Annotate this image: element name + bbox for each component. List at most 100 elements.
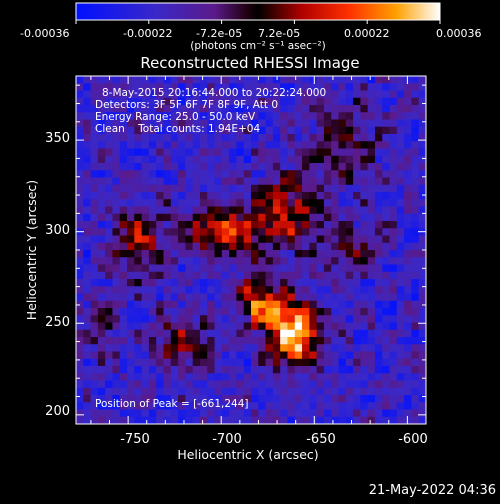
heatmap-cell bbox=[90, 242, 99, 251]
heatmap-cell bbox=[280, 300, 289, 309]
heatmap-cell bbox=[382, 141, 391, 150]
heatmap-cell bbox=[396, 148, 405, 157]
heatmap-cell bbox=[207, 337, 216, 345]
heatmap-cell bbox=[294, 387, 303, 396]
heatmap-cell bbox=[185, 206, 194, 215]
heatmap-cell bbox=[192, 329, 201, 338]
heatmap-cell bbox=[97, 409, 106, 418]
heatmap-cell bbox=[134, 221, 143, 229]
heatmap-cell bbox=[404, 409, 413, 418]
heatmap-cell bbox=[141, 271, 150, 280]
heatmap-cell bbox=[221, 105, 230, 113]
heatmap-cell bbox=[382, 279, 391, 287]
heatmap-cell bbox=[323, 271, 332, 280]
heatmap-cell bbox=[163, 279, 172, 287]
heatmap-cell bbox=[97, 148, 106, 157]
heatmap-cell bbox=[404, 337, 413, 345]
heatmap-cell bbox=[192, 119, 201, 128]
heatmap-cell bbox=[221, 286, 230, 295]
heatmap-cell bbox=[141, 337, 150, 345]
heatmap-cell bbox=[331, 402, 340, 411]
heatmap-cell bbox=[316, 112, 325, 121]
heatmap-cell bbox=[221, 213, 230, 222]
heatmap-cell bbox=[411, 373, 420, 382]
heatmap-cell bbox=[221, 264, 230, 273]
heatmap-cell bbox=[148, 395, 157, 403]
heatmap-cell bbox=[280, 387, 289, 396]
heatmap-cell bbox=[389, 322, 398, 331]
heatmap-cell bbox=[265, 83, 274, 92]
heatmap-cell bbox=[141, 83, 150, 92]
heatmap-cell bbox=[178, 206, 186, 215]
heatmap-cell bbox=[185, 170, 194, 179]
heatmap-cell bbox=[316, 228, 325, 237]
heatmap-cell bbox=[360, 134, 369, 142]
colorbar-unit-label: (photons cm⁻² s⁻¹ asec⁻²) bbox=[190, 40, 325, 52]
heatmap-cell bbox=[418, 257, 426, 266]
heatmap-cell bbox=[207, 105, 216, 113]
heatmap-cell bbox=[345, 90, 354, 99]
heatmap-cell bbox=[141, 235, 150, 244]
x-tick-label-0: -750 bbox=[120, 432, 150, 447]
heatmap-cell bbox=[360, 250, 369, 258]
heatmap-cell bbox=[90, 170, 99, 179]
heatmap-cell bbox=[90, 416, 99, 424]
heatmap-cell bbox=[258, 373, 267, 382]
heatmap-cell bbox=[178, 134, 186, 142]
heatmap-cell bbox=[280, 206, 289, 215]
heatmap-cell bbox=[360, 264, 369, 273]
heatmap-cell bbox=[265, 235, 274, 244]
heatmap-cell bbox=[105, 105, 114, 113]
heatmap-cell bbox=[141, 366, 150, 374]
heatmap-cell bbox=[374, 163, 383, 171]
heatmap-cell bbox=[127, 90, 135, 99]
heatmap-cell bbox=[309, 242, 318, 251]
heatmap-cell bbox=[404, 126, 413, 135]
heatmap-cell bbox=[243, 112, 252, 121]
heatmap-cell bbox=[163, 148, 172, 157]
heatmap-cell bbox=[148, 192, 157, 200]
heatmap-cell bbox=[236, 308, 245, 316]
heatmap-cell bbox=[163, 97, 172, 106]
heatmap-cell bbox=[156, 337, 165, 345]
heatmap-cell bbox=[134, 279, 143, 287]
heatmap-cell bbox=[192, 250, 201, 258]
heatmap-cell bbox=[83, 279, 92, 287]
heatmap-cell bbox=[382, 329, 391, 338]
heatmap-cell bbox=[178, 308, 186, 316]
heatmap-cell bbox=[199, 119, 208, 128]
heatmap-cell bbox=[105, 228, 114, 237]
heatmap-cell bbox=[353, 105, 361, 113]
heatmap-cell bbox=[148, 155, 157, 164]
heatmap-cell bbox=[345, 257, 354, 266]
heatmap-cell bbox=[156, 416, 165, 424]
heatmap-cell bbox=[207, 416, 216, 424]
heatmap-cell bbox=[148, 387, 157, 396]
heatmap-cell bbox=[287, 242, 296, 251]
heatmap-cell bbox=[134, 264, 143, 273]
heatmap-cell bbox=[272, 250, 281, 258]
heatmap-cell bbox=[178, 409, 186, 418]
heatmap-cell bbox=[287, 308, 296, 316]
heatmap-cell bbox=[192, 206, 201, 215]
heatmap-cell bbox=[156, 293, 165, 302]
heatmap-cell bbox=[170, 199, 179, 208]
heatmap-cell bbox=[404, 279, 413, 287]
heatmap-cell bbox=[382, 351, 391, 360]
heatmap-cell bbox=[294, 322, 303, 331]
heatmap-cell bbox=[112, 286, 121, 295]
heatmap-cell bbox=[127, 112, 135, 121]
heatmap-cell bbox=[251, 416, 259, 424]
heatmap-cell bbox=[367, 112, 376, 121]
heatmap-cell bbox=[170, 184, 179, 193]
heatmap-cell bbox=[119, 329, 128, 338]
heatmap-cell bbox=[112, 155, 121, 164]
heatmap-cell bbox=[236, 126, 245, 135]
heatmap-cell bbox=[331, 257, 340, 266]
heatmap-cell bbox=[411, 257, 420, 266]
heatmap-cell bbox=[192, 286, 201, 295]
heatmap-cell bbox=[83, 134, 92, 142]
heatmap-cell bbox=[83, 148, 92, 157]
heatmap-cell bbox=[251, 387, 259, 396]
heatmap-cell bbox=[353, 184, 361, 193]
